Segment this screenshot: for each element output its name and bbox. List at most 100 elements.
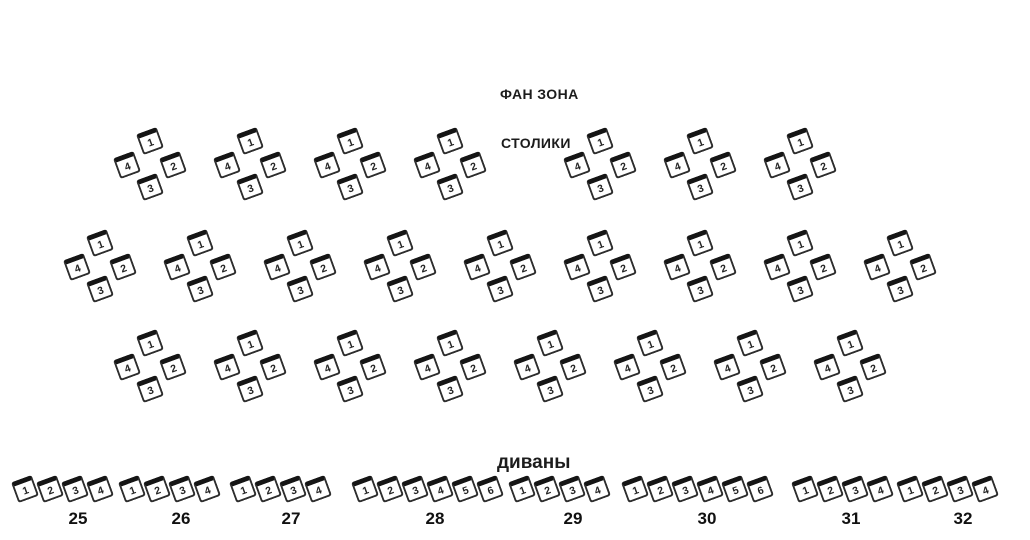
table-seat[interactable]: 4 [112, 150, 142, 180]
table-seat[interactable]: 1 [535, 328, 565, 358]
table-seat[interactable]: 4 [462, 252, 492, 282]
sofa-seat[interactable]: 4 [85, 474, 115, 504]
sofa-seat[interactable]: 4 [970, 474, 1000, 504]
table-seat[interactable]: 3 [685, 172, 715, 202]
sofa-seat[interactable]: 5 [450, 474, 480, 504]
table-seat[interactable]: 1 [585, 228, 615, 258]
sofa-seat[interactable]: 3 [670, 474, 700, 504]
sofa-seat[interactable]: 3 [557, 474, 587, 504]
sofa-seat[interactable]: 1 [10, 474, 40, 504]
table-seat[interactable]: 3 [185, 274, 215, 304]
sofa-seat[interactable]: 4 [303, 474, 333, 504]
table-seat[interactable]: 2 [508, 252, 538, 282]
sofa-seat[interactable]: 2 [35, 474, 65, 504]
sofa-seat[interactable]: 2 [253, 474, 283, 504]
sofa-seat[interactable]: 4 [425, 474, 455, 504]
table-seat[interactable]: 2 [658, 352, 688, 382]
sofa-seat[interactable]: 2 [920, 474, 950, 504]
table-seat[interactable]: 2 [608, 150, 638, 180]
table-seat[interactable]: 4 [112, 352, 142, 382]
table-seat[interactable]: 3 [785, 274, 815, 304]
table-seat[interactable]: 3 [735, 374, 765, 404]
table-seat[interactable]: 1 [585, 126, 615, 156]
table-seat[interactable]: 3 [685, 274, 715, 304]
table-seat[interactable]: 3 [235, 374, 265, 404]
table-seat[interactable]: 2 [208, 252, 238, 282]
table-seat[interactable]: 3 [485, 274, 515, 304]
table-seat[interactable]: 1 [635, 328, 665, 358]
table-seat[interactable]: 4 [762, 150, 792, 180]
sofa-seat[interactable]: 2 [532, 474, 562, 504]
table-seat[interactable]: 3 [335, 374, 365, 404]
table-seat[interactable]: 2 [358, 352, 388, 382]
table-seat[interactable]: 4 [662, 252, 692, 282]
sofa-seat[interactable]: 4 [582, 474, 612, 504]
sofa-seat[interactable]: 6 [475, 474, 505, 504]
table-seat[interactable]: 4 [712, 352, 742, 382]
table-seat[interactable]: 4 [862, 252, 892, 282]
table-seat[interactable]: 4 [262, 252, 292, 282]
sofa-seat[interactable]: 3 [167, 474, 197, 504]
table-seat[interactable]: 3 [835, 374, 865, 404]
sofa-seat[interactable]: 2 [815, 474, 845, 504]
table-seat[interactable]: 4 [562, 252, 592, 282]
table-seat[interactable]: 4 [212, 150, 242, 180]
sofa-seat[interactable]: 1 [895, 474, 925, 504]
sofa-seat[interactable]: 5 [720, 474, 750, 504]
table-seat[interactable]: 2 [808, 150, 838, 180]
table-seat[interactable]: 4 [412, 352, 442, 382]
table-seat[interactable]: 2 [808, 252, 838, 282]
table-seat[interactable]: 1 [85, 228, 115, 258]
table-seat[interactable]: 4 [362, 252, 392, 282]
table-seat[interactable]: 1 [235, 126, 265, 156]
table-seat[interactable]: 3 [435, 172, 465, 202]
table-seat[interactable]: 1 [785, 126, 815, 156]
sofa-seat[interactable]: 1 [790, 474, 820, 504]
table-seat[interactable]: 4 [412, 150, 442, 180]
sofa-seat[interactable]: 2 [645, 474, 675, 504]
table-seat[interactable]: 2 [408, 252, 438, 282]
table-seat[interactable]: 4 [562, 150, 592, 180]
table-seat[interactable]: 4 [62, 252, 92, 282]
table-seat[interactable]: 1 [135, 328, 165, 358]
table-seat[interactable]: 3 [285, 274, 315, 304]
table-seat[interactable]: 1 [335, 328, 365, 358]
table-seat[interactable]: 4 [312, 352, 342, 382]
table-seat[interactable]: 2 [358, 150, 388, 180]
table-seat[interactable]: 1 [285, 228, 315, 258]
table-seat[interactable]: 1 [435, 328, 465, 358]
sofa-seat[interactable]: 1 [507, 474, 537, 504]
table-seat[interactable]: 1 [735, 328, 765, 358]
sofa-seat[interactable]: 4 [695, 474, 725, 504]
table-seat[interactable]: 4 [812, 352, 842, 382]
table-seat[interactable]: 2 [758, 352, 788, 382]
table-seat[interactable]: 1 [335, 126, 365, 156]
table-seat[interactable]: 3 [585, 172, 615, 202]
table-seat[interactable]: 2 [708, 252, 738, 282]
table-seat[interactable]: 1 [185, 228, 215, 258]
table-seat[interactable]: 2 [458, 150, 488, 180]
table-seat[interactable]: 2 [708, 150, 738, 180]
table-seat[interactable]: 1 [785, 228, 815, 258]
table-seat[interactable]: 1 [685, 228, 715, 258]
table-seat[interactable]: 2 [308, 252, 338, 282]
sofa-seat[interactable]: 6 [745, 474, 775, 504]
table-seat[interactable]: 1 [885, 228, 915, 258]
sofa-seat[interactable]: 3 [400, 474, 430, 504]
sofa-seat[interactable]: 1 [620, 474, 650, 504]
table-seat[interactable]: 3 [635, 374, 665, 404]
sofa-seat[interactable]: 3 [840, 474, 870, 504]
table-seat[interactable]: 1 [485, 228, 515, 258]
sofa-seat[interactable]: 1 [350, 474, 380, 504]
table-seat[interactable]: 1 [435, 126, 465, 156]
sofa-seat[interactable]: 2 [142, 474, 172, 504]
sofa-seat[interactable]: 3 [278, 474, 308, 504]
table-seat[interactable]: 1 [385, 228, 415, 258]
table-seat[interactable]: 3 [135, 172, 165, 202]
table-seat[interactable]: 4 [512, 352, 542, 382]
table-seat[interactable]: 3 [235, 172, 265, 202]
table-seat[interactable]: 2 [458, 352, 488, 382]
table-seat[interactable]: 3 [785, 172, 815, 202]
table-seat[interactable]: 3 [435, 374, 465, 404]
sofa-seat[interactable]: 1 [117, 474, 147, 504]
